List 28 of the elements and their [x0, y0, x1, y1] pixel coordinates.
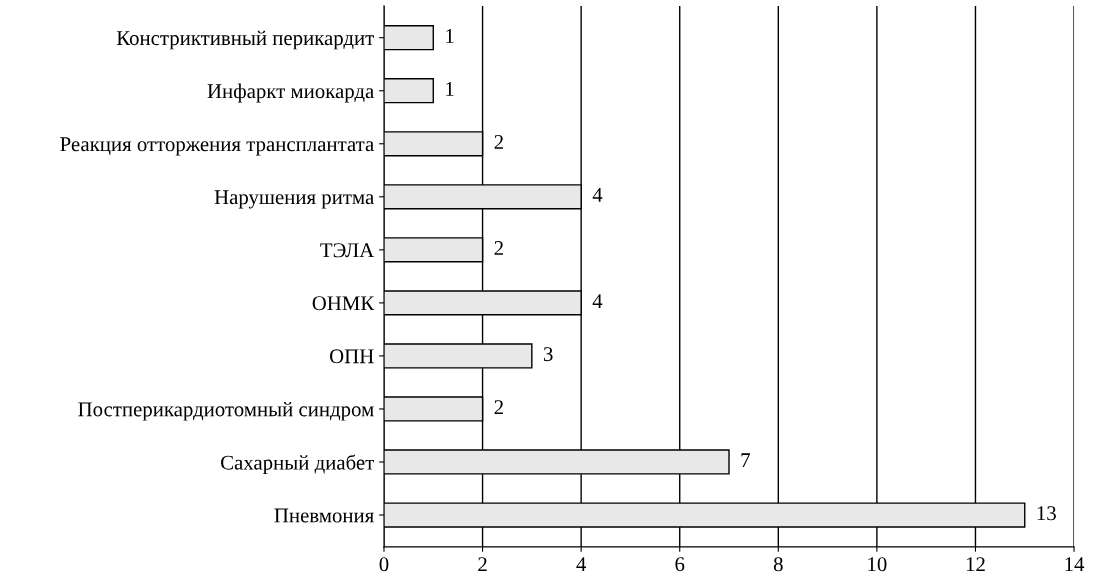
y-tick-label: Реакция отторжения трансплантата [60, 137, 374, 156]
y-tick-label: Сахарный диабет [221, 454, 374, 474]
data-label: 7 [741, 453, 750, 467]
x-tick-label: 6 [675, 557, 685, 572]
x-tick-label: 12 [966, 557, 985, 572]
data-label: 2 [494, 400, 503, 414]
data-label: 1 [446, 81, 454, 96]
data-label: 4 [592, 188, 603, 202]
y-tick-label: Пневмония [274, 508, 374, 523]
x-tick-label: 0 [379, 557, 389, 572]
x-tick-label: 10 [868, 557, 887, 572]
data-label: 13 [1037, 506, 1056, 521]
y-tick-label: ОПН [329, 349, 374, 364]
data-label: 4 [592, 294, 603, 308]
data-label: 1 [446, 28, 454, 43]
data-label: 3 [543, 347, 553, 362]
x-tick-label: 2 [478, 557, 487, 572]
y-tick-label: ОНМК [312, 296, 375, 311]
y-tick-label: Нарушения ритма [214, 190, 374, 209]
y-tick-label: Констриктивный перикардит [116, 30, 374, 50]
x-tick-label: 8 [773, 557, 783, 572]
y-tick-label: Инфаркт миокарда [207, 83, 374, 103]
y-tick-label: ТЭЛА [320, 243, 375, 258]
y-tick-label: Постперикардиотомный синдром [78, 401, 374, 421]
data-label: 2 [494, 134, 503, 149]
data-label: 2 [494, 241, 503, 255]
x-tick-label: 14 [1065, 557, 1085, 572]
x-tick-label: 4 [576, 557, 587, 572]
